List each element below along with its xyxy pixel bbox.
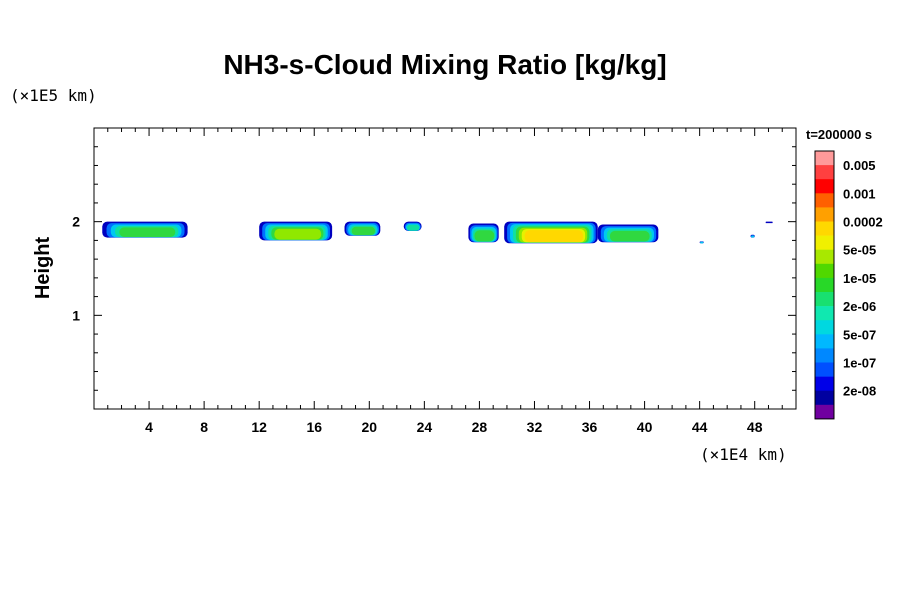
colorbar-label: 2e-08	[843, 384, 876, 399]
cloud-field	[102, 221, 773, 244]
plot-frame	[93, 127, 797, 410]
y-tick-label: 1	[72, 307, 80, 323]
cloud-level	[407, 224, 420, 231]
x-tick-label: 16	[306, 419, 322, 435]
colorbar-label: 0.0002	[843, 215, 883, 230]
time-label: t=200000 s	[806, 127, 872, 142]
cloud-level	[751, 235, 755, 238]
colorbar-segment	[815, 348, 834, 363]
colorbar-label: 5e-05	[843, 243, 876, 258]
cloud-level	[609, 230, 650, 242]
cloud-patch	[259, 221, 333, 241]
x-tick-label: 36	[582, 419, 598, 435]
colorbar-segment	[815, 151, 834, 166]
colorbar-segment	[815, 376, 834, 391]
x-tick-label: 4	[145, 419, 153, 435]
colorbar-label: 0.005	[843, 158, 876, 173]
x-tick-label: 28	[472, 419, 488, 435]
cloud-patch	[750, 234, 755, 238]
colorbar-segment	[815, 292, 834, 307]
colorbar-segment	[815, 249, 834, 265]
colorbar-segment	[815, 193, 834, 208]
colorbar-segment	[815, 165, 834, 180]
colorbar-label: 1e-05	[843, 271, 876, 286]
colorbar-segment	[815, 320, 834, 335]
colorbar-segment	[815, 221, 834, 236]
colorbar-label: 0.001	[843, 186, 876, 201]
cloud-level	[474, 230, 495, 242]
y-tick-label: 2	[72, 214, 80, 230]
cloud-patch	[403, 221, 422, 232]
cloud-patch	[597, 224, 659, 243]
cloud-patch	[102, 221, 188, 238]
colorbar-segment	[815, 334, 834, 349]
cloud-patch	[699, 241, 704, 244]
x-tick-label: 8	[200, 419, 208, 435]
cloud-level	[524, 230, 584, 243]
cloud-level	[119, 227, 176, 237]
x-tick-label: 40	[637, 419, 653, 435]
colorbar-label: 1e-07	[843, 356, 876, 371]
x-tick-label: 32	[527, 419, 543, 435]
cloud-level	[700, 241, 704, 244]
colorbar-label: 2e-06	[843, 299, 876, 314]
colorbar-segment	[815, 235, 834, 250]
x-tick-label: 12	[251, 419, 267, 435]
y-scale-note: (×1E5 km)	[10, 86, 97, 105]
cloud-patch	[765, 221, 773, 224]
colorbar-frame	[814, 150, 835, 420]
cloud-level	[765, 221, 773, 224]
chart-title: NH3-s-Cloud Mixing Ratio [kg/kg]	[223, 49, 666, 80]
x-tick-label: 24	[417, 419, 433, 435]
colorbar-segment	[815, 277, 834, 293]
colorbar-label: 5e-07	[843, 327, 876, 342]
colorbar: 0.005 0.001 0.0002 5e-05 1e-05 2e-06 5e-07 1e-0…	[814, 150, 883, 420]
colorbar-segment	[815, 362, 834, 377]
colorbar-segment	[815, 404, 834, 420]
cloud-level	[274, 228, 322, 240]
cloud-patch	[468, 223, 499, 243]
x-tick-label: 20	[362, 419, 378, 435]
colorbar-segment	[815, 263, 834, 279]
y-axis-label: Height	[32, 237, 54, 300]
x-tick-label: 44	[692, 419, 708, 435]
colorbar-segment	[815, 306, 834, 321]
cloud-level	[351, 226, 376, 236]
colorbar-segment	[815, 390, 834, 406]
cloud-patch	[504, 221, 598, 244]
x-scale-note: (×1E4 km)	[700, 445, 787, 464]
x-tick-label: 48	[747, 419, 763, 435]
cloud-patch	[344, 221, 381, 236]
colorbar-segment	[815, 207, 834, 222]
colorbar-segment	[815, 179, 834, 194]
